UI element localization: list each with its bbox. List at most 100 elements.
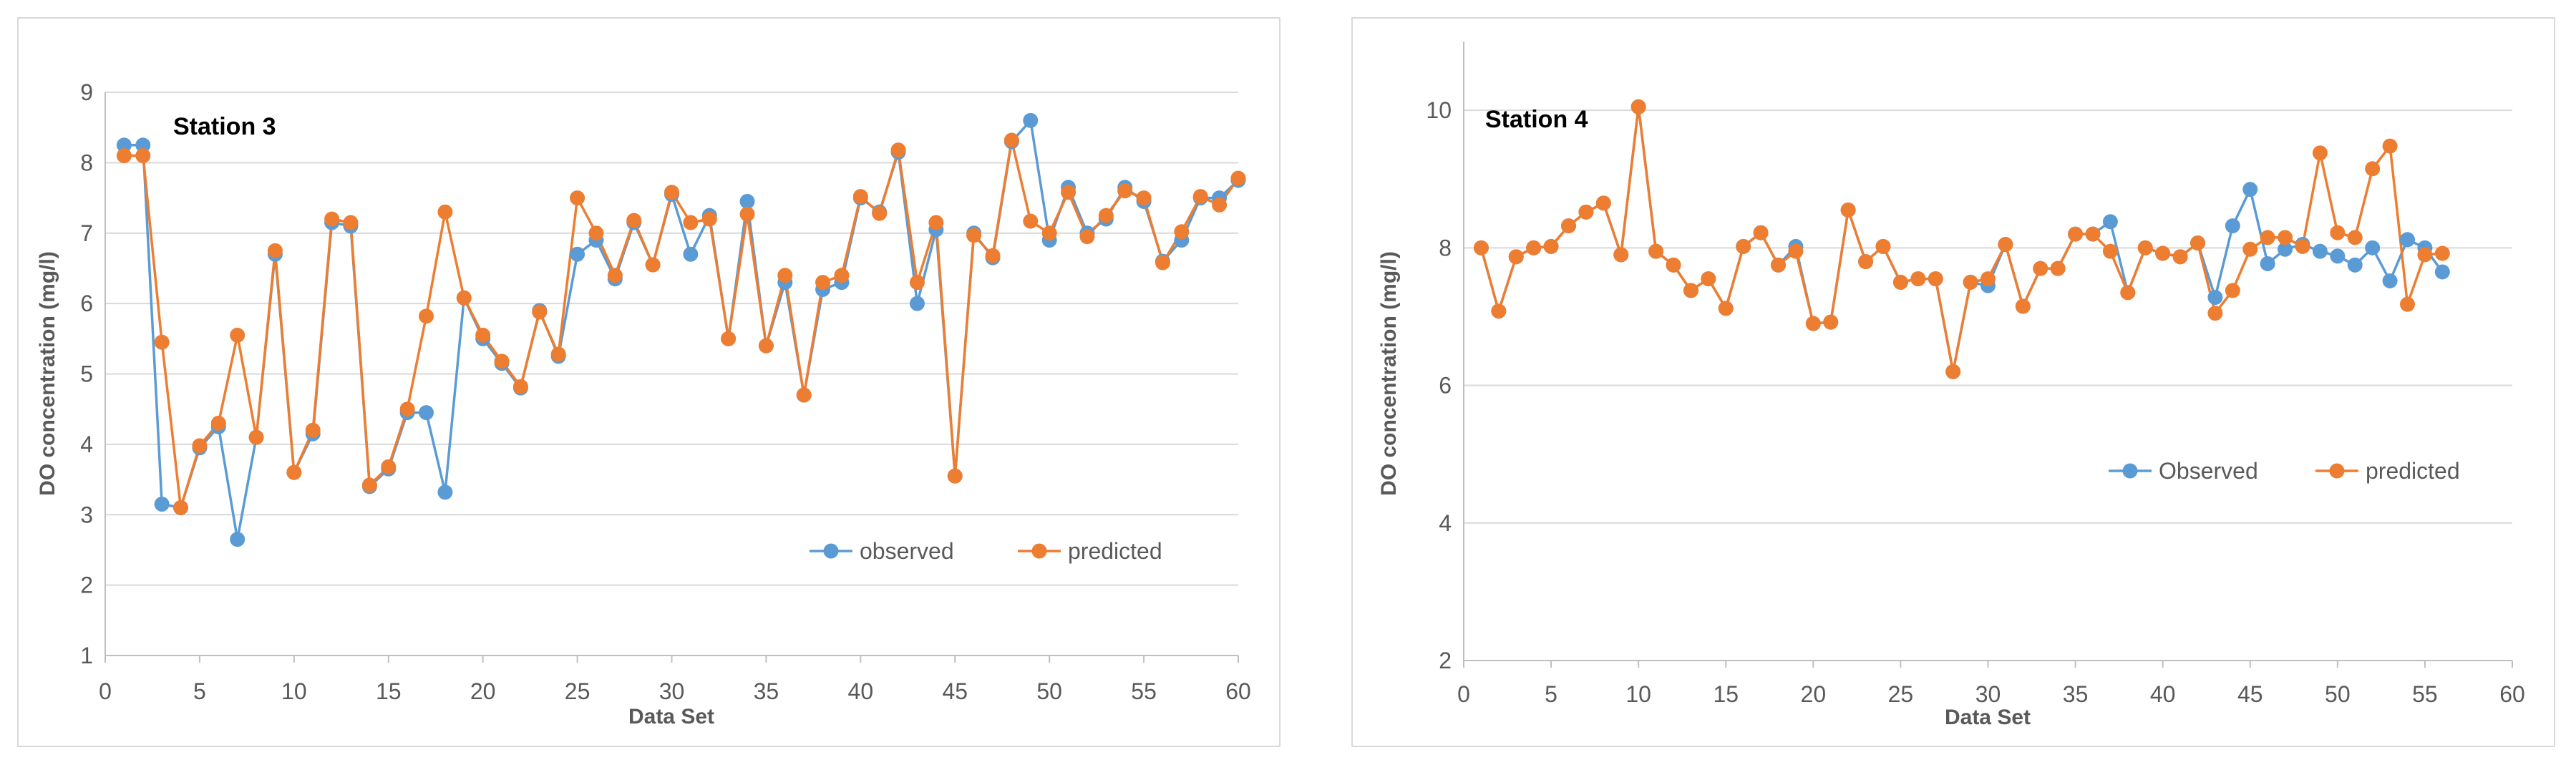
data-point-observed	[2382, 273, 2398, 288]
data-point-predicted	[1491, 303, 1507, 319]
legend-label-predicted: predicted	[1068, 538, 1162, 564]
data-point-predicted	[928, 215, 944, 230]
data-point-predicted	[626, 213, 642, 228]
data-point-predicted	[437, 204, 453, 220]
data-point-observed	[1023, 112, 1039, 128]
x-tick-label: 50	[2325, 681, 2351, 707]
data-point-predicted	[1805, 316, 1821, 331]
x-tick-label: 20	[1801, 681, 1827, 707]
data-point-predicted	[2278, 230, 2293, 245]
data-point-predicted	[550, 346, 566, 362]
data-point-predicted	[701, 211, 717, 227]
data-point-predicted	[1963, 274, 1978, 290]
data-point-predicted	[834, 268, 850, 283]
data-point-predicted	[1117, 183, 1133, 199]
y-axis-title: DO concentration (mg/l)	[36, 251, 59, 496]
data-point-predicted	[1683, 283, 1698, 298]
data-point-observed	[2260, 255, 2275, 271]
legend-label-observed: observed	[860, 538, 954, 564]
y-tick-label: 8	[1439, 235, 1452, 260]
x-tick-label: 40	[2150, 681, 2176, 707]
data-point-observed	[2400, 232, 2415, 248]
y-tick-label: 9	[80, 79, 93, 105]
data-point-predicted	[1098, 208, 1114, 223]
x-tick-label: 0	[99, 678, 112, 704]
data-point-observed	[154, 496, 170, 512]
data-point-predicted	[532, 304, 548, 320]
x-tick-label: 10	[1625, 681, 1651, 707]
data-point-predicted	[1508, 249, 1524, 265]
data-point-predicted	[777, 268, 793, 283]
data-point-predicted	[721, 331, 737, 346]
x-tick-label: 25	[565, 678, 590, 704]
data-point-observed	[2102, 214, 2118, 230]
data-point-observed	[739, 193, 755, 209]
x-tick-label: 5	[1545, 681, 1557, 707]
data-point-predicted	[2365, 161, 2381, 177]
x-tick-label: 60	[1225, 678, 1251, 704]
data-point-observed	[909, 296, 925, 311]
data-point-predicted	[815, 275, 831, 291]
data-point-predicted	[909, 275, 925, 291]
data-point-predicted	[1630, 99, 1646, 114]
data-point-predicted	[2417, 247, 2433, 263]
data-point-predicted	[2068, 226, 2084, 242]
data-point-predicted	[305, 422, 321, 438]
data-point-predicted	[1174, 224, 1190, 240]
data-point-predicted	[1666, 257, 1681, 273]
data-point-observed	[437, 484, 453, 500]
data-point-predicted	[135, 148, 151, 164]
x-tick-label: 60	[2499, 681, 2525, 707]
data-point-predicted	[192, 438, 208, 454]
data-point-predicted	[475, 327, 491, 343]
y-tick-label: 1	[80, 643, 93, 668]
x-tick-label: 30	[659, 678, 685, 704]
data-point-predicted	[2242, 241, 2258, 257]
data-point-predicted	[852, 189, 868, 205]
data-point-observed	[135, 137, 151, 153]
data-point-predicted	[2347, 230, 2363, 245]
y-tick-label: 8	[80, 150, 93, 175]
data-point-predicted	[1788, 243, 1804, 259]
data-point-predicted	[1823, 314, 1839, 330]
data-point-predicted	[1945, 364, 1961, 379]
data-point-predicted	[324, 211, 340, 227]
data-point-predicted	[494, 354, 510, 369]
data-point-predicted	[588, 225, 604, 241]
data-point-predicted	[2015, 298, 2031, 314]
y-tick-label: 2	[80, 572, 93, 598]
data-point-predicted	[2260, 230, 2275, 245]
data-point-predicted	[1613, 247, 1629, 263]
data-point-predicted	[210, 415, 226, 431]
data-point-observed	[230, 532, 246, 547]
data-point-predicted	[1875, 238, 1891, 254]
data-point-observed	[2278, 241, 2293, 257]
data-point-predicted	[2225, 283, 2240, 298]
data-point-predicted	[985, 248, 1001, 263]
data-point-predicted	[758, 338, 774, 354]
x-tick-label: 5	[193, 678, 206, 704]
x-tick-label: 25	[1888, 681, 1914, 707]
data-point-predicted	[607, 268, 623, 283]
x-tick-label: 20	[470, 678, 496, 704]
data-point-predicted	[947, 468, 963, 484]
data-point-predicted	[2382, 138, 2398, 154]
data-point-predicted	[1061, 185, 1076, 200]
data-point-predicted	[381, 459, 397, 474]
data-point-predicted	[399, 401, 415, 417]
data-point-observed	[2312, 243, 2328, 259]
x-tick-label: 15	[376, 678, 402, 704]
data-point-observed	[570, 246, 585, 262]
data-point-predicted	[796, 387, 812, 403]
legend-marker-predicted	[2329, 463, 2345, 479]
data-point-predicted	[2295, 238, 2310, 254]
legend-marker-observed	[2122, 463, 2138, 479]
data-point-predicted	[2155, 245, 2171, 261]
data-point-predicted	[1980, 271, 1996, 287]
data-point-predicted	[2033, 260, 2048, 276]
data-point-predicted	[1212, 197, 1228, 213]
data-point-predicted	[1892, 274, 1908, 290]
data-point-predicted	[966, 228, 982, 243]
chart-title: Station 3	[173, 113, 276, 140]
